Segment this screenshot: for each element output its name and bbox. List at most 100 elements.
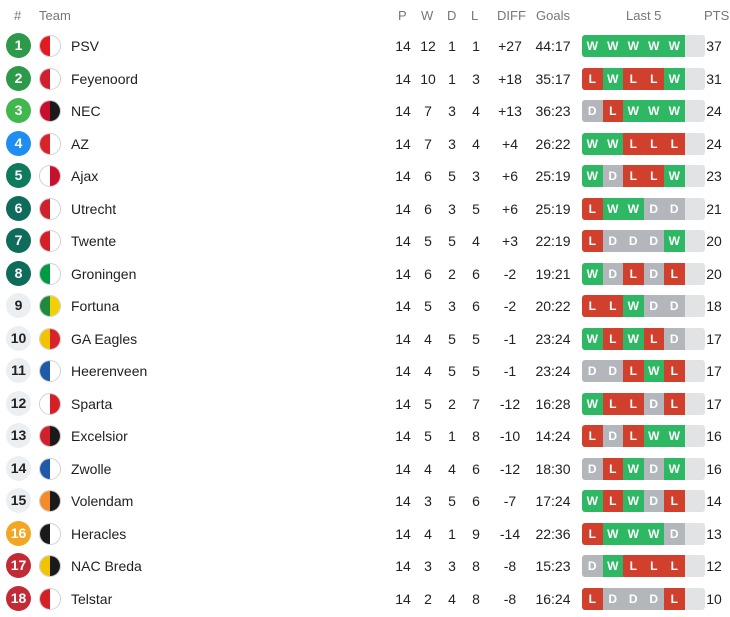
form-result[interactable]: W — [643, 35, 664, 57]
form-result[interactable]: W — [623, 295, 644, 317]
form-result[interactable]: L — [643, 132, 664, 155]
form-result[interactable]: W — [623, 457, 644, 480]
form-result[interactable]: D — [623, 587, 644, 610]
form-result[interactable]: D — [643, 197, 664, 220]
form-result[interactable]: W — [582, 392, 603, 415]
form-result[interactable]: W — [623, 522, 644, 545]
form-result[interactable]: D — [602, 230, 623, 252]
form-result[interactable]: L — [582, 67, 603, 90]
team-name[interactable]: GA Eagles — [71, 330, 138, 347]
team-name[interactable]: Utrecht — [71, 200, 117, 217]
form-result[interactable]: D — [602, 587, 623, 610]
form-result[interactable]: W — [582, 35, 603, 57]
form-result[interactable]: W — [664, 425, 685, 447]
form-result[interactable]: D — [664, 197, 685, 220]
form-result[interactable]: W — [643, 100, 664, 122]
team-name[interactable]: Twente — [71, 233, 117, 249]
form-result[interactable]: D — [664, 295, 685, 317]
header-diff[interactable]: DIFF — [497, 8, 526, 23]
form-result[interactable]: W — [664, 100, 685, 122]
form-result[interactable]: W — [623, 327, 644, 350]
form-result[interactable]: L — [623, 425, 644, 447]
form-result[interactable]: L — [582, 230, 603, 252]
form-result[interactable]: W — [664, 35, 685, 57]
header-goals[interactable]: Goals — [536, 8, 570, 23]
form-result[interactable]: L — [602, 100, 623, 122]
form-result[interactable]: D — [582, 457, 603, 480]
form-result[interactable]: W — [623, 100, 644, 122]
team-name[interactable]: Heracles — [71, 525, 127, 542]
form-result[interactable]: D — [602, 425, 623, 447]
header-wins[interactable]: W — [421, 8, 434, 23]
form-result[interactable]: L — [623, 132, 644, 155]
form-result[interactable]: L — [664, 555, 685, 577]
form-result[interactable]: L — [643, 165, 664, 187]
form-result[interactable]: L — [602, 295, 623, 317]
table-row[interactable]: 15 Volendam 14 3 5 6 -7 17:24 W L W D L 14 — [0, 485, 730, 518]
table-row[interactable]: 5 Ajax 14 6 5 3 +6 25:19 W D L L W 23 — [0, 160, 730, 193]
form-result[interactable]: W — [643, 425, 664, 447]
table-row[interactable]: 10 GA Eagles 14 4 5 5 -1 23:24 W L W L D 17 — [0, 323, 730, 356]
team-name[interactable]: NEC — [71, 103, 101, 119]
form-result[interactable]: L — [664, 360, 685, 382]
form-result[interactable]: L — [664, 490, 685, 512]
table-row[interactable]: 16 Heracles 14 4 1 9 -14 22:36 L W W W D 13 — [0, 518, 730, 551]
team-name[interactable]: Zwolle — [71, 460, 112, 477]
table-row[interactable]: 13 Excelsior 14 5 1 8 -10 14:24 L D L W W 16 — [0, 420, 730, 453]
header-played[interactable]: P — [398, 8, 407, 23]
form-result[interactable]: L — [664, 587, 685, 610]
form-result[interactable]: D — [643, 295, 664, 317]
form-result[interactable]: W — [582, 490, 603, 512]
form-result[interactable]: W — [643, 360, 664, 382]
form-result[interactable]: W — [602, 35, 623, 57]
form-result[interactable]: L — [582, 522, 603, 545]
form-result[interactable]: L — [664, 262, 685, 285]
table-row[interactable]: 1 PSV 14 12 1 1 +27 44:17 W W W W W 37 — [0, 30, 730, 63]
form-result[interactable]: D — [643, 262, 664, 285]
form-result[interactable]: L — [602, 457, 623, 480]
form-result[interactable]: W — [602, 197, 623, 220]
form-result[interactable]: W — [582, 132, 603, 155]
table-row[interactable]: 6 Utrecht 14 6 3 5 +6 25:19 L W W D D 21 — [0, 193, 730, 226]
form-result[interactable]: L — [623, 165, 644, 187]
form-result[interactable]: L — [602, 327, 623, 350]
form-result[interactable]: W — [582, 262, 603, 285]
table-row[interactable]: 14 Zwolle 14 4 4 6 -12 18:30 D L W D W 16 — [0, 453, 730, 486]
form-result[interactable]: L — [623, 392, 644, 415]
form-result[interactable]: D — [643, 587, 664, 610]
team-name[interactable]: Sparta — [71, 395, 113, 412]
form-result[interactable]: W — [582, 327, 603, 350]
table-row[interactable]: 17 NAC Breda 14 3 3 8 -8 15:23 D W L L L 12 — [0, 550, 730, 583]
team-name[interactable]: Telstar — [71, 590, 113, 607]
form-result[interactable]: L — [664, 132, 685, 155]
form-result[interactable]: W — [643, 522, 664, 545]
form-result[interactable]: D — [582, 360, 603, 382]
header-losses[interactable]: L — [471, 8, 479, 23]
form-result[interactable]: W — [664, 230, 685, 252]
form-result[interactable]: L — [643, 67, 664, 90]
table-row[interactable]: 12 Sparta 14 5 2 7 -12 16:28 W L L D L 17 — [0, 388, 730, 421]
form-result[interactable]: D — [582, 555, 603, 577]
form-result[interactable]: D — [602, 360, 623, 382]
form-result[interactable]: D — [643, 230, 664, 252]
form-result[interactable]: W — [623, 490, 644, 512]
team-name[interactable]: Feyenoord — [71, 70, 138, 87]
team-name[interactable]: Ajax — [71, 168, 99, 184]
table-row[interactable]: 9 Fortuna 14 5 3 6 -2 20:22 L L W D D 18 — [0, 290, 730, 323]
form-result[interactable]: D — [643, 490, 664, 512]
form-result[interactable]: L — [602, 392, 623, 415]
team-name[interactable]: NAC Breda — [71, 558, 142, 574]
form-result[interactable]: W — [623, 35, 644, 57]
form-result[interactable]: L — [623, 262, 644, 285]
form-result[interactable]: D — [643, 392, 664, 415]
form-result[interactable]: W — [664, 165, 685, 187]
form-result[interactable]: L — [602, 490, 623, 512]
form-result[interactable]: L — [623, 67, 644, 90]
form-result[interactable]: W — [602, 555, 623, 577]
form-result[interactable]: W — [602, 67, 623, 90]
team-name[interactable]: Fortuna — [71, 298, 120, 314]
form-result[interactable]: D — [602, 165, 623, 187]
form-result[interactable]: L — [582, 587, 603, 610]
form-result[interactable]: D — [664, 522, 685, 545]
team-name[interactable]: Excelsior — [71, 428, 128, 444]
